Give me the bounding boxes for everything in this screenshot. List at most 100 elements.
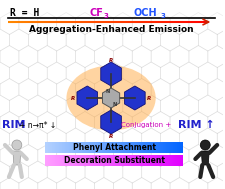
Bar <box>113 155 114 166</box>
Bar <box>98 142 99 153</box>
Bar <box>79 142 80 153</box>
Bar <box>109 142 110 153</box>
Bar <box>90 155 91 166</box>
Bar <box>90 142 91 153</box>
Bar <box>180 142 181 153</box>
Circle shape <box>200 140 210 150</box>
Bar <box>161 142 162 153</box>
Bar <box>72 155 73 166</box>
Bar <box>50 155 51 166</box>
Bar <box>129 155 130 166</box>
Bar <box>77 155 78 166</box>
Bar <box>142 155 143 166</box>
Bar <box>178 155 179 166</box>
Bar <box>112 142 113 153</box>
Bar <box>164 155 165 166</box>
Bar <box>165 155 166 166</box>
Bar <box>62 155 63 166</box>
Bar <box>101 155 102 166</box>
Bar <box>141 155 142 166</box>
Bar <box>142 142 143 153</box>
Bar <box>139 142 140 153</box>
Polygon shape <box>201 151 209 165</box>
Bar <box>92 155 93 166</box>
Bar <box>152 155 153 166</box>
Bar <box>94 142 95 153</box>
Bar <box>57 155 58 166</box>
Bar <box>121 142 122 153</box>
Bar <box>75 142 76 153</box>
Bar <box>173 142 174 153</box>
Bar <box>81 142 82 153</box>
Bar <box>132 155 133 166</box>
Bar <box>176 142 177 153</box>
Bar <box>46 155 47 166</box>
Bar <box>144 155 145 166</box>
Bar <box>127 155 128 166</box>
Bar <box>154 142 155 153</box>
Bar <box>164 142 165 153</box>
Bar <box>48 155 49 166</box>
Bar <box>65 155 66 166</box>
Bar <box>47 142 48 153</box>
Text: OCH: OCH <box>134 8 158 18</box>
Bar <box>110 142 111 153</box>
Text: Aggregation-Enhanced Emission: Aggregation-Enhanced Emission <box>29 26 193 35</box>
Bar <box>63 155 64 166</box>
Text: + n→π* ↓: + n→π* ↓ <box>19 121 56 129</box>
Bar <box>109 155 110 166</box>
Bar <box>132 142 133 153</box>
Text: 3: 3 <box>103 12 108 19</box>
Bar <box>102 142 103 153</box>
Bar <box>65 142 66 153</box>
Bar <box>168 155 169 166</box>
Bar <box>151 142 152 153</box>
Bar <box>100 142 101 153</box>
Bar <box>96 142 97 153</box>
Bar <box>61 155 62 166</box>
Bar <box>83 142 84 153</box>
Bar <box>108 155 109 166</box>
Bar <box>86 155 87 166</box>
Bar <box>79 155 80 166</box>
Bar <box>64 155 65 166</box>
Bar <box>60 142 61 153</box>
Bar <box>147 155 148 166</box>
Bar <box>124 142 125 153</box>
Text: 3: 3 <box>161 12 166 19</box>
Bar <box>93 155 94 166</box>
Bar <box>177 142 178 153</box>
Bar <box>149 142 150 153</box>
Bar <box>89 142 90 153</box>
Bar <box>115 142 116 153</box>
Bar <box>97 142 98 153</box>
Bar <box>143 142 144 153</box>
Bar <box>123 155 124 166</box>
Bar <box>110 155 111 166</box>
Bar <box>70 142 71 153</box>
Bar <box>53 155 54 166</box>
Bar <box>88 142 89 153</box>
Bar <box>45 155 46 166</box>
Text: Conjugation +: Conjugation + <box>121 122 173 128</box>
Bar <box>159 142 160 153</box>
Bar <box>117 155 118 166</box>
Bar <box>154 155 155 166</box>
Bar <box>113 142 114 153</box>
Bar <box>77 142 78 153</box>
Bar <box>139 155 140 166</box>
Bar <box>66 142 67 153</box>
Bar <box>148 142 149 153</box>
Text: RIM: RIM <box>2 120 25 130</box>
Bar <box>162 155 163 166</box>
Bar <box>107 155 108 166</box>
Bar <box>73 155 74 166</box>
Bar <box>174 155 175 166</box>
Bar <box>88 155 89 166</box>
Bar <box>55 142 56 153</box>
Bar <box>70 155 71 166</box>
Bar <box>95 155 96 166</box>
Circle shape <box>12 140 22 150</box>
Bar <box>133 155 134 166</box>
Polygon shape <box>77 86 98 110</box>
